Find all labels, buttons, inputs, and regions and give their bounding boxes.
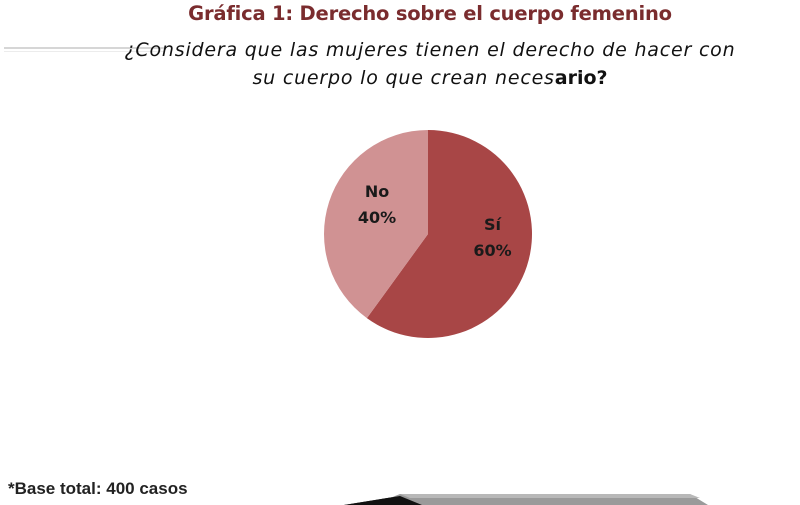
divider-line — [4, 47, 164, 49]
question-text-end: ario? — [554, 67, 608, 89]
slice-category-label: No — [365, 182, 389, 201]
slice-value-label: 60% — [473, 241, 511, 260]
pie-slice-no — [323, 130, 428, 319]
footnote: *Base total: 400 casos — [8, 479, 188, 498]
chart-title: Gráfica 1: Derecho sobre el cuerpo femen… — [188, 2, 672, 25]
divider-line-shadow — [4, 51, 164, 52]
chart-question: ¿Considera que las mujeres tienen el der… — [120, 36, 740, 92]
pie-slice-si — [366, 130, 532, 338]
decorative-shape — [344, 494, 708, 505]
pie-chart: Sí 60% No 40% — [323, 130, 532, 338]
slice-value-label: 40% — [358, 208, 396, 227]
question-text: ¿Considera que las mujeres tienen el der… — [124, 39, 736, 89]
slice-category-label: Sí — [484, 215, 503, 234]
